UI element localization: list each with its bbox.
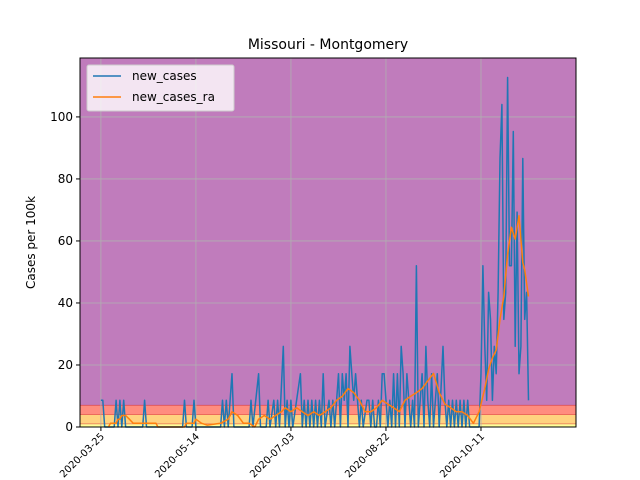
legend-box: [86, 64, 235, 112]
risk-band-0: [80, 423, 576, 427]
axes-frame: [79, 57, 577, 428]
x-tick-label-4: 2020-10-11: [438, 431, 487, 480]
x-tick-label-1: 2020-05-14: [153, 431, 202, 480]
legend-label-new-cases-ra: new_cases_ra: [132, 90, 215, 104]
y-tick-label-0: 0: [65, 420, 73, 434]
risk-band-1: [80, 414, 576, 424]
y-tick-label-1: 20: [58, 358, 73, 372]
y-tick-label-2: 40: [58, 296, 73, 310]
x-tick-label-3: 2020-08-22: [343, 431, 392, 480]
y-tick-label-3: 60: [58, 234, 73, 248]
y-tick-label-5: 100: [50, 110, 73, 124]
legend: new_cases new_cases_ra: [86, 64, 235, 112]
legend-label-new-cases: new_cases: [132, 69, 197, 83]
chart-title: Missouri - Montgomery: [248, 37, 408, 53]
x-tick-label-0: 2020-03-25: [58, 431, 107, 480]
x-axis-ticks: 2020-03-25 2020-05-14 2020-07-03 2020-08-22…: [58, 427, 487, 480]
y-axis-title: Cases per 100k: [24, 196, 38, 289]
y-tick-label-4: 80: [58, 172, 73, 186]
risk-band-3: [80, 58, 576, 406]
x-tick-label-2: 2020-07-03: [248, 431, 297, 480]
y-axis-ticks: 0 20 40 60 80 100: [50, 110, 80, 434]
